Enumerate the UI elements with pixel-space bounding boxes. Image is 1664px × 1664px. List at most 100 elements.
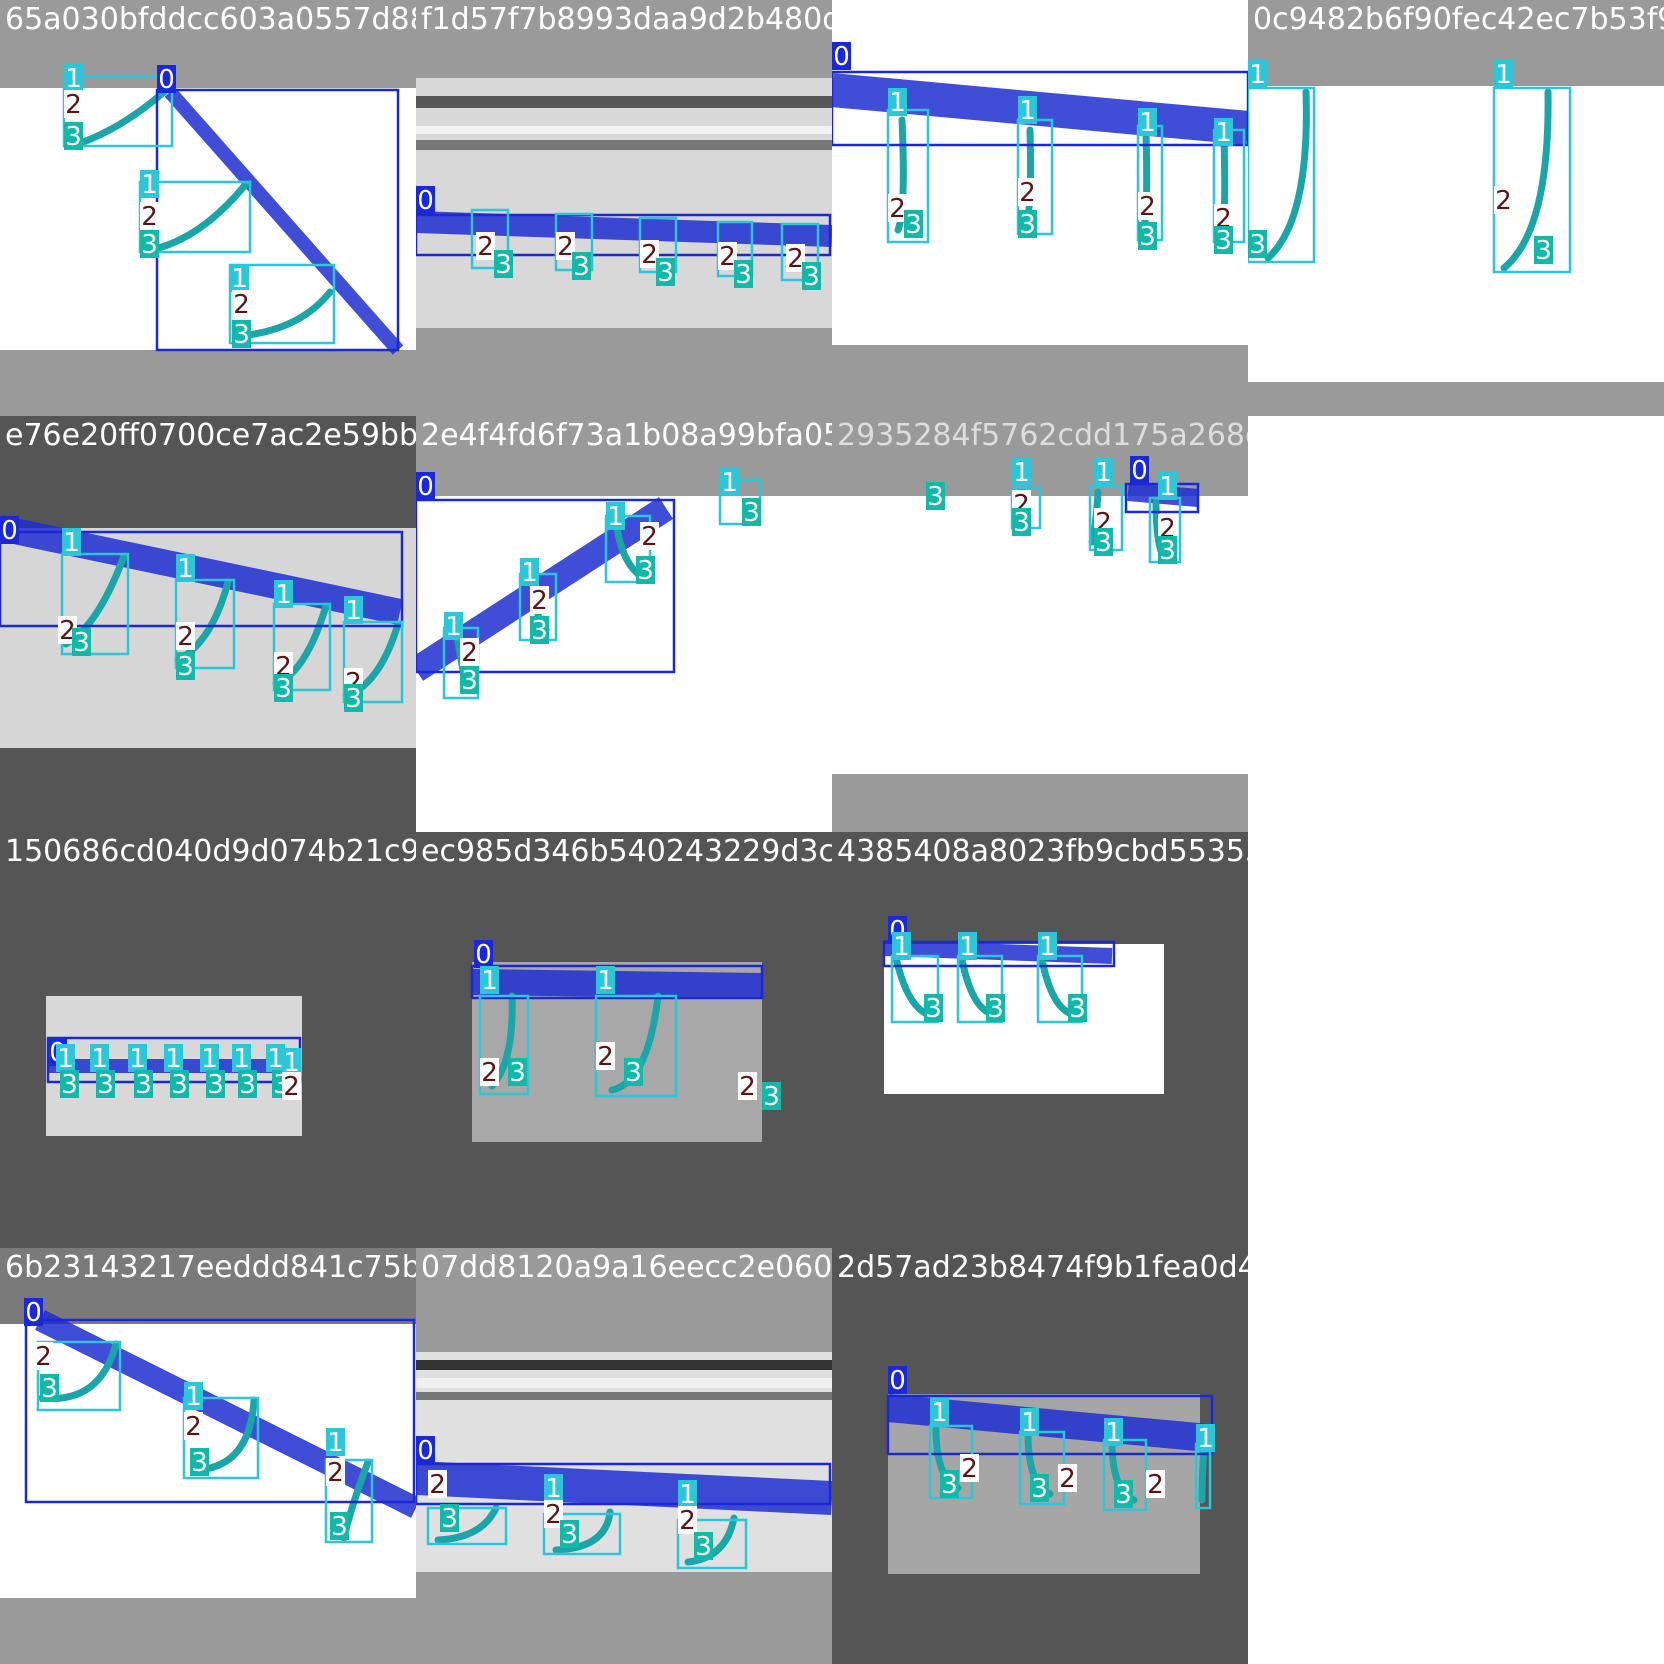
svg-text:2: 2 [35,1342,52,1372]
class-label-tag: 1 [326,1428,345,1458]
svg-text:0: 0 [889,1366,906,1396]
class-label-tag: 3 [624,1058,643,1088]
class-label-tag: 3 [1158,536,1177,566]
svg-text:2: 2 [177,622,194,652]
class-label-tag: 3 [1068,994,1087,1024]
svg-text:3: 3 [239,1070,256,1100]
class-label-tag: 3 [344,684,363,714]
svg-text:3: 3 [625,1058,642,1088]
tile-filename: 65a030bfddcc603a0557d88a [5,2,416,38]
image-region [416,328,832,416]
svg-text:1: 1 [275,580,292,610]
tile-image: 023123123 [416,1248,832,1664]
class-label-tag: 1 [62,528,81,558]
class-label-tag: 3 [1248,230,1267,260]
svg-text:1: 1 [345,596,362,626]
svg-text:3: 3 [1013,508,1030,538]
class-label-tag: 2 [476,232,495,262]
svg-text:1: 1 [1021,1408,1038,1438]
class-label-tag: 3 [1114,1480,1133,1510]
image-region [416,1572,832,1664]
svg-text:3: 3 [1115,1480,1132,1510]
rail-stripe [416,1392,832,1400]
image-region [1248,1248,1664,1664]
svg-text:3: 3 [41,1374,58,1404]
svg-text:3: 3 [1535,236,1552,266]
svg-text:2: 2 [283,1072,300,1102]
svg-text:1: 1 [445,612,462,642]
mosaic-tile: 131230c9482b6f90fec42ec7b53f955f [1248,0,1664,416]
svg-text:1: 1 [1013,458,1030,488]
svg-text:3: 3 [141,230,158,260]
class-label-tag: 3 [190,1448,209,1478]
class-label-tag: 0 [1130,456,1149,486]
class-label-tag: 3 [636,556,655,586]
tile-filename: e76e20ff0700ce7ac2e59bb8 [5,418,416,454]
mosaic-tile: 02323232323f1d57f7b8993daa9d2b480da6 [416,0,832,416]
class-label-tag: 1 [596,966,615,996]
svg-text:1: 1 [1095,458,1112,488]
svg-text:1: 1 [597,966,614,996]
svg-text:1: 1 [1139,108,1156,138]
class-label-tag: 2 [428,1470,447,1500]
svg-text:2: 2 [1495,186,1512,216]
class-label-tag: 2 [678,1506,697,1536]
svg-text:0: 0 [25,1298,42,1328]
class-label-tag: 2 [1058,1464,1077,1494]
svg-text:1: 1 [607,502,624,532]
mosaic-tile: 0 1 2 3 1 2 3 1 2 3 1 3 2e4f4fd6f73a1b08a99bfa05f0 [416,416,832,832]
class-label-tag: 3 [940,1470,959,1500]
class-label-tag: 0 [24,1298,43,1328]
class-label-tag: 1 [1158,472,1177,502]
rail-stripe [416,1360,832,1370]
image-region [1248,832,1664,1248]
svg-text:1: 1 [1159,472,1176,502]
tile-filename: 07dd8120a9a16eecc2e0603 [421,1250,832,1286]
class-label-tag: 2 [640,522,659,552]
svg-text:3: 3 [1215,226,1232,256]
tile-image: 0123123123123 [832,0,1248,416]
svg-text:3: 3 [1069,994,1086,1024]
class-label-tag: 1 [1094,458,1113,488]
tile-image: 01313131313131312 [0,832,416,1248]
svg-text:0: 0 [158,65,175,95]
mosaic-tile: 0 1 2 3 1 2 3 2 3 ec985d346b540243229d3c7 [416,832,832,1248]
svg-text:2: 2 [557,232,574,262]
class-label-tag: 1 [1138,108,1157,138]
svg-text:3: 3 [1139,222,1156,252]
class-label-tag: 3 [460,666,479,696]
svg-text:3: 3 [171,1070,188,1100]
svg-text:1: 1 [889,88,906,118]
class-label-tag: 3 [904,210,923,240]
class-label-tag: 2 [1146,1470,1165,1500]
class-label-tag: 2 [480,1058,499,1088]
tile-image: 0123123123123 [0,416,416,832]
image-region [1248,416,1664,832]
class-label-tag: 3 [72,628,91,658]
tile-filename: f1d57f7b8993daa9d2b480da6 [421,2,832,38]
class-label-tag: 3 [238,1070,257,1100]
rail-stripe [416,140,832,150]
image-region [1248,382,1664,416]
class-label-tag: 2 [140,202,159,232]
class-label-tag: 3 [206,1070,225,1100]
class-label-tag: 2 [34,1342,53,1372]
class-label-tag: 1 [480,966,499,996]
class-label-tag: 1 [1012,458,1031,488]
mosaic-tile [1248,1248,1664,1664]
svg-text:1: 1 [1495,60,1512,90]
class-label-tag: 0 [888,1366,907,1396]
tile-image [1248,1248,1664,1664]
svg-text:2: 2 [889,194,906,224]
tile-filename: 150686cd040d9d074b21c9b [5,834,416,870]
class-label-tag: 0 [0,516,19,546]
svg-text:2: 2 [787,244,804,274]
svg-text:3: 3 [905,210,922,240]
class-label-tag: 1 [930,1398,949,1428]
class-label-tag: 1 [1196,1424,1215,1454]
class-label-tag: 2 [596,1042,615,1072]
svg-text:2: 2 [545,1500,562,1530]
tile-filename: 2e4f4fd6f73a1b08a99bfa05f0 [421,418,832,454]
class-label-tag: 3 [1534,236,1553,266]
